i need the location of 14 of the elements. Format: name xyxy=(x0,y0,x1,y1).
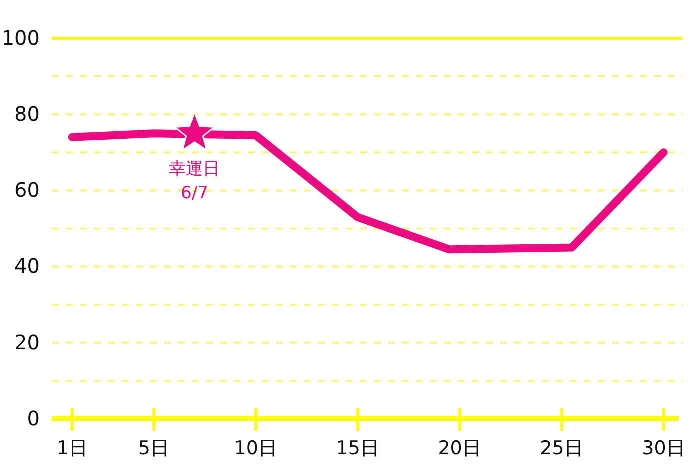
x-tick-label: 1日 xyxy=(56,437,88,460)
x-tick-label: 10日 xyxy=(234,437,278,460)
y-tick-label: 0 xyxy=(27,406,40,430)
y-tick-label: 40 xyxy=(14,254,40,278)
y-tick-label: 100 xyxy=(2,26,40,50)
y-tick-label: 20 xyxy=(14,330,40,354)
x-tick-label: 25日 xyxy=(540,437,584,460)
x-tick-label: 5日 xyxy=(138,437,170,460)
y-tick-label: 80 xyxy=(14,102,40,126)
x-tick-label: 20日 xyxy=(438,437,482,460)
annotation: 幸運日 6/7 xyxy=(169,160,220,204)
x-tick-label: 15日 xyxy=(336,437,380,460)
x-tick-label: 30日 xyxy=(642,437,686,460)
y-tick-label: 60 xyxy=(14,178,40,202)
